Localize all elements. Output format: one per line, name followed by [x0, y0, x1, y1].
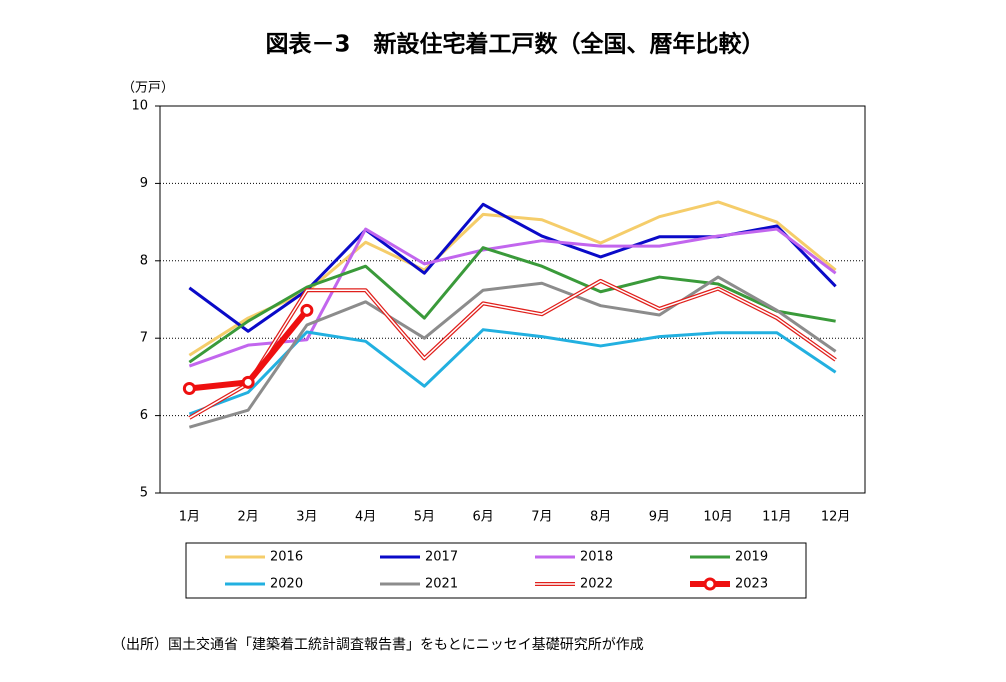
legend-box	[185, 542, 807, 599]
point	[182, 382, 196, 396]
point	[241, 375, 255, 389]
x-tick-label: 11月	[762, 510, 792, 525]
x-tick-label: 6月	[472, 510, 493, 525]
x-tick-label: 1月	[179, 510, 200, 525]
series-line	[188, 246, 836, 364]
y-tick-label: 5	[140, 486, 148, 501]
x-tick-label: 4月	[355, 510, 376, 525]
y-tick-label: 8	[140, 253, 148, 268]
legend-label: 2022	[580, 577, 613, 592]
legend-label: 2017	[425, 550, 458, 565]
legend-marker	[703, 577, 717, 591]
series-line	[188, 202, 837, 333]
x-tick-label: 3月	[296, 510, 317, 525]
legend-label: 2016	[270, 550, 303, 565]
x-tick-label: 2月	[237, 510, 258, 525]
x-tick-label: 9月	[649, 510, 670, 525]
legend-label: 2021	[425, 577, 458, 592]
series-line	[188, 275, 837, 429]
legend-label: 2018	[580, 550, 613, 565]
x-tick-label: 5月	[414, 510, 435, 525]
y-tick-label: 9	[140, 176, 148, 191]
chart-title: 図表－3 新設住宅着工戸数（全国、暦年比較）	[265, 31, 764, 58]
y-tick-label: 6	[140, 408, 148, 423]
series-line-inner	[188, 280, 837, 419]
source-note: （出所）国土交通省「建築着工統計調査報告書」をもとにニッセイ基礎研究所が作成	[112, 636, 644, 653]
x-tick-label: 12月	[821, 510, 851, 525]
series-line	[188, 328, 837, 416]
legend-label: 2020	[270, 577, 303, 592]
x-tick-label: 10月	[703, 510, 733, 525]
point	[300, 303, 314, 317]
y-axis-label: （万戸）	[122, 81, 174, 96]
x-tick-label: 7月	[531, 510, 552, 525]
legend-label: 2023	[735, 577, 768, 592]
legend-label: 2019	[735, 550, 768, 565]
y-tick-label: 7	[140, 331, 148, 346]
plot-frame	[159, 105, 866, 494]
x-tick-label: 8月	[590, 510, 611, 525]
y-tick-label: 10	[131, 99, 148, 114]
